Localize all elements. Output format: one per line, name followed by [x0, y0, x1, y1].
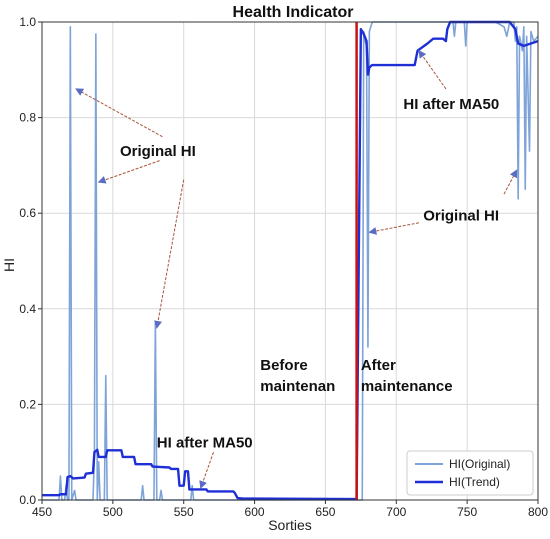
annotation-hi-ma50-right: HI after MA50 [403, 96, 499, 113]
legend-box [406, 450, 534, 496]
plot-frame [41, 21, 539, 501]
legend-label-original: HI(Original) [449, 457, 510, 471]
annotation-arrow-orig-right-0 [368, 222, 420, 235]
x-tick-label: 650 [315, 505, 335, 519]
x-tick-label: 750 [457, 505, 477, 519]
legend-label-trend: HI(Trend) [449, 475, 500, 489]
y-axis-label: HI [1, 258, 17, 272]
y-tick-label: 1.0 [19, 15, 36, 29]
y-tick-label: 0.4 [19, 302, 36, 316]
y-tick-label: 0.6 [19, 206, 36, 220]
annotation-hi-ma50-left: HI after MA50 [157, 434, 253, 451]
annotation-arrow-hi-ma50-right-0 [418, 49, 447, 90]
y-tick-label: 0.2 [19, 397, 36, 411]
x-tick-label: 700 [386, 505, 406, 519]
x-tick-label: 550 [174, 505, 194, 519]
annotation-arrow-hi-ma50-left-0 [199, 452, 214, 489]
annotation-arrow-orig-left-0 [75, 88, 163, 138]
x-ticks: 450 500 550 600 650 700 750 800 [32, 500, 548, 519]
annotation-orig-left: Original HI [120, 143, 196, 160]
annotations: Original HI HI after MA50 Before maintenan A… [75, 49, 518, 489]
annotation-arrow-orig-right-1 [503, 169, 518, 195]
x-tick-label: 500 [103, 505, 123, 519]
x-axis-label: Sorties [268, 517, 312, 533]
chart-title: Health Indicator [233, 4, 354, 21]
annotation-maintenance: maintenance [361, 378, 453, 395]
x-tick-label: 450 [32, 505, 52, 519]
x-tick-label: 600 [245, 505, 265, 519]
annotation-orig-right: Original HI [423, 207, 499, 224]
y-ticks: 0.0 0.2 0.4 0.6 0.8 1.0 [19, 15, 42, 507]
annotation-arrow-orig-left-1 [97, 160, 160, 184]
y-tick-label: 0.0 [19, 493, 36, 507]
x-tick-label: 800 [528, 505, 548, 519]
y-tick-label: 0.8 [19, 111, 36, 125]
annotation-before: Before [260, 357, 308, 374]
plot-background [42, 22, 538, 500]
annotation-maintenan: maintenan [260, 378, 335, 395]
legend: HI(Original) HI(Trend) [406, 450, 534, 496]
annotation-after: After [361, 357, 396, 374]
annotation-arrow-orig-left-2 [154, 179, 185, 329]
series-hi-trend [42, 20, 539, 501]
